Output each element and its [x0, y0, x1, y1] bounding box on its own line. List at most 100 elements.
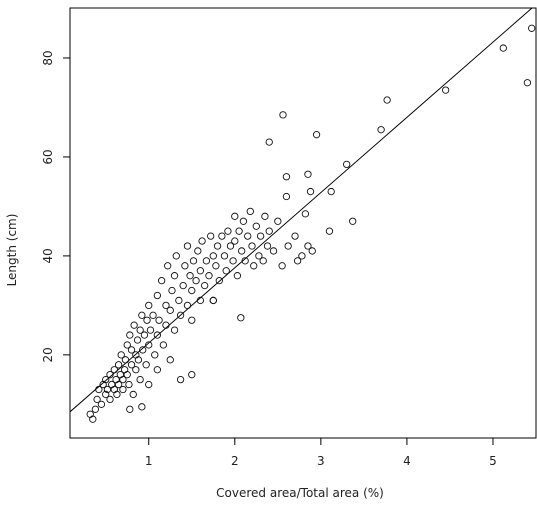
point — [196, 267, 205, 275]
point — [186, 272, 194, 280]
point — [269, 247, 278, 255]
point — [119, 375, 127, 384]
x-tick-label: 5 — [489, 454, 497, 468]
point — [229, 257, 237, 265]
point — [256, 232, 265, 240]
point — [205, 272, 213, 280]
x-tick-label: 3 — [317, 454, 325, 468]
point — [265, 138, 273, 146]
point — [259, 257, 267, 265]
point — [377, 126, 385, 134]
point — [304, 170, 312, 178]
point — [136, 375, 144, 384]
point — [327, 187, 335, 196]
point — [129, 390, 137, 399]
point — [119, 385, 127, 394]
point — [349, 217, 357, 225]
point — [145, 341, 153, 349]
point — [86, 410, 94, 418]
point — [246, 207, 254, 216]
x-axis-label: Covered area/Total area (%) — [216, 486, 384, 500]
point — [233, 272, 242, 280]
point — [123, 341, 131, 349]
point — [298, 252, 306, 260]
point — [218, 232, 226, 240]
point — [113, 390, 121, 399]
point — [181, 262, 189, 270]
point — [123, 371, 131, 379]
point — [175, 296, 183, 305]
point — [209, 296, 217, 305]
point — [166, 356, 174, 364]
plot-frame — [69, 7, 537, 439]
point — [284, 242, 292, 250]
point — [261, 212, 269, 220]
point — [325, 227, 334, 235]
point — [146, 326, 155, 334]
point — [278, 262, 286, 270]
point — [145, 301, 153, 310]
point — [265, 227, 273, 235]
point — [89, 415, 97, 423]
point — [196, 296, 205, 305]
point — [106, 395, 114, 404]
y-axis-label: Length (cm) — [5, 214, 19, 287]
point — [114, 361, 123, 369]
point — [91, 405, 100, 413]
point — [291, 232, 299, 240]
point — [224, 227, 232, 235]
point — [153, 366, 161, 374]
y-tick-label: 80 — [41, 50, 55, 65]
point — [153, 331, 161, 339]
point — [103, 385, 112, 394]
point — [198, 237, 206, 245]
point — [343, 160, 351, 169]
point — [138, 311, 146, 319]
point — [143, 316, 151, 324]
point — [138, 403, 146, 411]
point — [130, 321, 138, 329]
point — [308, 247, 316, 255]
point — [139, 346, 147, 354]
point — [149, 311, 157, 319]
point — [176, 311, 185, 319]
point — [188, 316, 196, 324]
point — [252, 222, 260, 230]
point — [301, 210, 310, 218]
point — [235, 227, 243, 235]
point — [183, 242, 192, 250]
point — [222, 267, 230, 275]
point — [140, 331, 149, 339]
point — [528, 24, 536, 32]
point — [248, 242, 256, 250]
point — [134, 356, 143, 364]
point — [102, 390, 110, 399]
point — [155, 316, 163, 324]
point — [226, 242, 235, 250]
point — [127, 346, 136, 354]
point — [383, 96, 391, 104]
point — [145, 380, 153, 389]
point — [312, 131, 321, 139]
point — [274, 217, 282, 225]
point — [499, 44, 507, 52]
point — [189, 257, 198, 265]
point — [231, 237, 239, 245]
point — [170, 326, 179, 334]
point — [220, 252, 229, 260]
point — [93, 395, 101, 404]
y-tick-label: 20 — [41, 347, 55, 362]
x-tick-label: 2 — [231, 454, 239, 468]
point — [194, 247, 202, 255]
point — [255, 252, 263, 260]
point — [192, 276, 200, 285]
point — [162, 301, 170, 310]
point — [159, 341, 168, 349]
point — [120, 366, 129, 374]
point — [239, 217, 248, 225]
point — [213, 242, 222, 250]
point — [168, 286, 176, 295]
point — [282, 173, 291, 181]
point — [441, 86, 450, 94]
